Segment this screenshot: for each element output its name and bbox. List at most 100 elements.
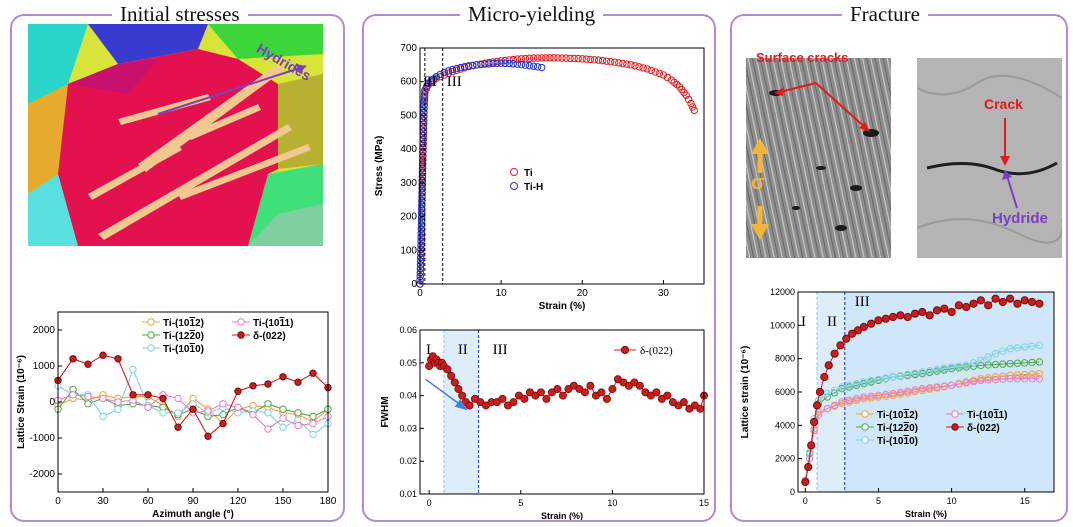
data-point bbox=[1035, 369, 1044, 378]
surface-cracks-label: Surface cracks bbox=[756, 50, 849, 65]
region-label: III bbox=[855, 294, 870, 310]
x-tick-label: 10 bbox=[496, 288, 508, 299]
data-point bbox=[842, 334, 851, 343]
y-tick-label: 0.05 bbox=[399, 358, 417, 368]
data-point bbox=[1028, 374, 1036, 383]
x-tick-label: 10 bbox=[947, 496, 957, 506]
data-point bbox=[812, 401, 822, 410]
data-point bbox=[984, 301, 993, 310]
data-point bbox=[984, 353, 992, 361]
legend-marker bbox=[951, 410, 959, 418]
data-point bbox=[663, 391, 672, 400]
data-point bbox=[521, 61, 530, 69]
data-point bbox=[830, 389, 839, 397]
data-point bbox=[554, 54, 562, 62]
data-point bbox=[84, 360, 92, 368]
data-point bbox=[682, 91, 690, 99]
y-tick-label: 0 bbox=[790, 487, 795, 497]
data-point bbox=[418, 197, 426, 205]
data-point bbox=[984, 361, 992, 369]
data-point bbox=[830, 349, 839, 358]
data-point bbox=[969, 377, 978, 386]
data-point bbox=[845, 396, 853, 405]
data-point bbox=[882, 390, 890, 399]
data-point bbox=[590, 56, 599, 64]
data-point bbox=[473, 61, 481, 69]
data-point bbox=[418, 173, 427, 181]
data-point bbox=[925, 367, 934, 375]
y-tick-label: 700 bbox=[400, 43, 417, 54]
data-point bbox=[933, 383, 941, 391]
data-point bbox=[294, 421, 302, 430]
data-point bbox=[558, 54, 566, 62]
data-point bbox=[538, 54, 546, 62]
x-tick-label: 5 bbox=[876, 496, 881, 506]
data-point bbox=[586, 55, 595, 64]
data-point bbox=[1035, 374, 1044, 383]
data-point bbox=[448, 65, 457, 74]
y-tick-label: 0.04 bbox=[399, 391, 417, 401]
data-point bbox=[1013, 374, 1022, 383]
y-tick-label: 0.01 bbox=[399, 489, 417, 499]
y-tick-label: 0 bbox=[49, 397, 55, 408]
x-axis-label: Azimuth angle (°) bbox=[152, 509, 234, 520]
data-point bbox=[529, 62, 538, 70]
data-point bbox=[144, 403, 152, 412]
x-tick-label: 60 bbox=[142, 496, 154, 507]
data-point bbox=[991, 375, 1000, 384]
sem-surface-image bbox=[746, 58, 891, 258]
data-point bbox=[444, 69, 453, 77]
data-point bbox=[836, 341, 845, 350]
legend-entry: Ti-(1220) bbox=[877, 423, 918, 434]
data-point bbox=[804, 462, 813, 472]
data-point bbox=[896, 372, 905, 380]
data-point bbox=[418, 169, 427, 177]
series-line bbox=[804, 344, 1040, 481]
data-point bbox=[962, 302, 971, 312]
y-tick-label: 0 bbox=[411, 279, 417, 290]
data-point bbox=[1035, 299, 1044, 308]
data-point bbox=[447, 371, 456, 380]
data-point bbox=[546, 54, 554, 62]
data-point bbox=[687, 99, 695, 108]
data-point bbox=[852, 379, 861, 388]
x-tick-label: 150 bbox=[275, 496, 292, 507]
data-point bbox=[688, 103, 697, 111]
data-point bbox=[984, 376, 992, 384]
data-point bbox=[606, 57, 615, 66]
data-point bbox=[962, 361, 970, 370]
data-point bbox=[991, 373, 1000, 381]
y-tick-label: 500 bbox=[400, 110, 417, 121]
data-point bbox=[874, 375, 883, 384]
legend-marker bbox=[861, 436, 869, 444]
data-point bbox=[550, 54, 558, 62]
data-point bbox=[1013, 371, 1022, 379]
data-point bbox=[815, 387, 825, 397]
data-point bbox=[189, 405, 197, 413]
data-point bbox=[219, 400, 227, 408]
legend-marker bbox=[861, 423, 869, 431]
data-point bbox=[801, 477, 810, 487]
x-tick-label: 90 bbox=[187, 496, 199, 507]
y-tick-label: 200 bbox=[400, 212, 417, 223]
data-point bbox=[469, 61, 477, 70]
data-point bbox=[417, 245, 425, 254]
data-point bbox=[417, 237, 425, 246]
y-axis-label: FWHM bbox=[380, 396, 391, 427]
data-point bbox=[940, 382, 948, 390]
data-point bbox=[493, 59, 501, 68]
data-point bbox=[1020, 296, 1029, 305]
trend-arrowhead bbox=[454, 398, 468, 411]
legend-marker bbox=[510, 182, 518, 190]
data-point bbox=[416, 261, 425, 269]
data-point bbox=[696, 404, 705, 413]
y-axis-label: Lattice Strain (10⁻⁶) bbox=[16, 355, 27, 449]
panel-title: Micro-yielding bbox=[460, 2, 604, 27]
data-point bbox=[517, 60, 526, 69]
data-point bbox=[823, 389, 831, 398]
data-point bbox=[553, 385, 562, 394]
data-point bbox=[690, 106, 698, 115]
legend-marker bbox=[510, 168, 518, 176]
data-point bbox=[114, 398, 122, 406]
data-point bbox=[663, 73, 672, 82]
